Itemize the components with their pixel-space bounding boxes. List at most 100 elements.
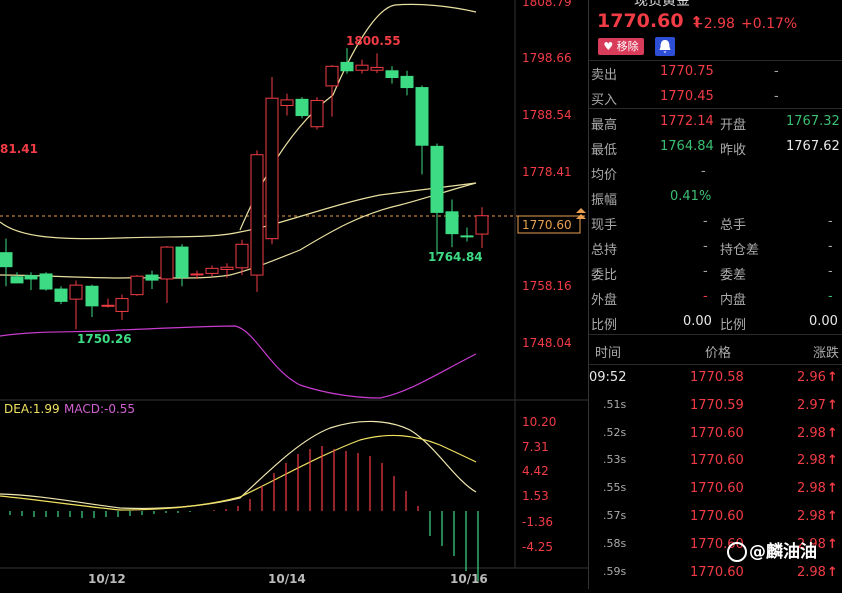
tick-row[interactable]: 09:52 1770.58 2.96 ↑ (589, 365, 842, 393)
ask-row: 卖出 1770.75 - (591, 64, 779, 83)
tick-row[interactable]: .53s 1770.60 2.98 ↑ (589, 448, 842, 476)
candle-body (190, 273, 204, 276)
tick-time: 09:52 (589, 370, 627, 385)
stat-row-high: 最高 1772.14 开盘 1767.32 (591, 114, 840, 133)
stat-row-openint: 总持 - 持仓差 - (591, 239, 833, 258)
tick-time: .58s (603, 536, 627, 550)
quote-panel: 现货黄金 1770.60 ↑ +2.98 +0.17% ♥ 移除 卖出 1770… (588, 0, 842, 589)
tick-time: .57s (603, 509, 627, 522)
stat-row-avg: 均价 - (591, 164, 706, 183)
candles (0, 48, 489, 330)
tick-change: 2.98 (797, 536, 826, 552)
macd-label-5: -1.36 (522, 515, 553, 529)
date-label-3: 10/16 (450, 572, 488, 586)
up-arrow-icon: ↑ (827, 397, 838, 413)
tick-time: .51s (603, 397, 627, 411)
up-arrow-icon: ↑ (827, 564, 838, 580)
price-label-7: 1748.04 (522, 336, 572, 350)
macd-label-4: 1.53 (522, 489, 549, 503)
tick-row[interactable]: .55s 1770.60 2.98 ↑ (589, 476, 842, 504)
candle-body (69, 284, 83, 300)
stat-row-outside: 外盘 - 内盘 - (591, 289, 833, 308)
macd-label-6: -4.25 (522, 540, 553, 554)
price-label-2: 1798.66 (522, 51, 572, 65)
price-label-6: 1758.16 (522, 279, 572, 293)
watermark: @麟油油 (727, 537, 817, 562)
macd-label-2: 7.31 (522, 440, 549, 454)
candle-body (39, 273, 53, 290)
stat-row-proportion: 比例 0.00 比例 0.00 (591, 314, 838, 333)
up-arrow-icon: ↑ (827, 536, 838, 552)
bid-row: 买入 1770.45 - (591, 89, 779, 108)
candle-body (235, 243, 249, 269)
candle-body (370, 66, 384, 71)
remove-watchlist-button[interactable]: ♥ 移除 (598, 38, 644, 55)
candle-body (101, 304, 115, 307)
candle-body (54, 288, 68, 302)
up-arrow-icon: ↑ (827, 481, 838, 497)
up-arrow-icon: ↑ (690, 13, 703, 31)
tick-price: 1770.60 (690, 453, 744, 469)
candle-body (325, 65, 339, 87)
stat-row-low: 最低 1764.84 昨收 1767.62 (591, 139, 840, 158)
candle-body (220, 266, 234, 270)
stat-row-ratio: 委比 - 委差 - (591, 264, 833, 283)
tick-price: 1770.60 (690, 564, 744, 580)
tick-change: 2.96 (797, 370, 826, 385)
tick-row[interactable]: .51s 1770.59 2.97 ↑ (589, 393, 842, 421)
up-arrow-icon: ↑ (827, 453, 838, 469)
current-price-tag: 1770.60 (522, 218, 572, 232)
high-annot: 1800.55 (346, 34, 401, 48)
tick-price: 1770.58 (690, 370, 744, 385)
price-marker-icon (576, 208, 586, 213)
tick-time: .59s (603, 564, 627, 578)
date-label-1: 10/12 (88, 572, 126, 586)
tick-change: 2.98 (797, 481, 826, 497)
candle-body (160, 246, 174, 280)
price-label-3: 1788.54 (522, 108, 572, 122)
candle-body (145, 274, 159, 281)
recent-low-annot: 1764.84 (428, 250, 483, 264)
date-label-2: 10/14 (268, 572, 306, 586)
tick-change: 2.97 (797, 397, 826, 413)
candle-body (0, 252, 13, 268)
candle-body (10, 276, 24, 284)
tick-row[interactable]: .52s 1770.60 2.98 ↑ (589, 421, 842, 449)
tick-change: 2.98 (797, 509, 826, 524)
tick-time: .52s (603, 425, 627, 439)
moving-average-lines (0, 3, 477, 399)
macd-lines (0, 420, 477, 511)
alert-bell-button[interactable] (655, 37, 675, 56)
candle-body (445, 211, 459, 235)
upper-band-line (239, 3, 477, 231)
candle-body (355, 64, 369, 71)
tick-price: 1770.60 (690, 425, 744, 441)
candlestick-chart-area[interactable]: 1808.79 1798.66 1788.54 1778.41 1770.60 … (0, 0, 588, 589)
candle-body (385, 70, 399, 78)
candle-body (400, 75, 414, 89)
low-annot: 1750.26 (77, 332, 132, 346)
candle-body (130, 275, 144, 296)
tick-row[interactable]: .57s 1770.60 2.98 ↑ (589, 504, 842, 532)
candle-body (250, 154, 264, 276)
chart-canvas[interactable]: 1808.79 1798.66 1788.54 1778.41 1770.60 … (0, 0, 588, 589)
candle-body (475, 215, 489, 235)
candle-body (265, 97, 279, 240)
candle-body (24, 275, 38, 280)
candle-body (415, 87, 429, 146)
tick-row[interactable]: .59s 1770.60 2.98 ↑ (589, 560, 842, 588)
dea-legend: DEA:1.99 (4, 402, 60, 416)
price-change-pct: +0.17% (741, 16, 798, 32)
up-arrow-icon: ↑ (827, 509, 838, 524)
stat-row-amplitude: 振幅 0.41% (591, 189, 712, 208)
bell-icon (659, 40, 671, 53)
candle-body (85, 285, 99, 307)
price-marker-icon-2 (576, 214, 586, 219)
candle-body (205, 267, 219, 274)
candle-body (295, 98, 309, 117)
candle-body (175, 246, 189, 278)
tick-time: .55s (603, 481, 627, 495)
watermark-logo-icon (727, 542, 747, 562)
up-arrow-icon: ↑ (827, 425, 838, 441)
candle-body (430, 145, 444, 213)
